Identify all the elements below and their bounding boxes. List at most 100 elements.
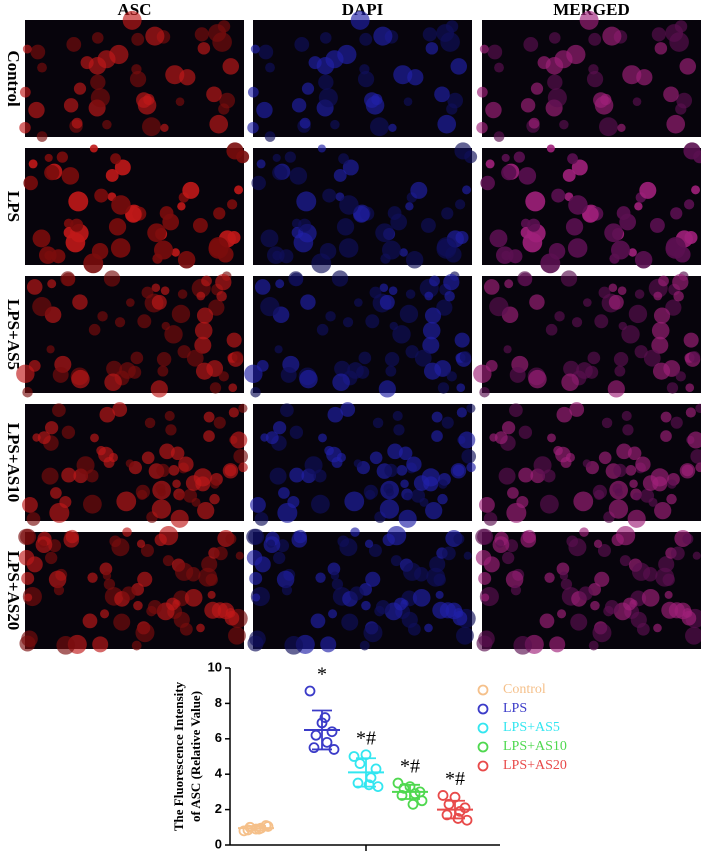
cell <box>165 424 177 436</box>
micrograph <box>473 270 701 398</box>
cell <box>162 555 174 567</box>
cell <box>195 362 214 380</box>
cell <box>213 207 226 220</box>
cell <box>53 585 65 596</box>
cell <box>653 307 671 324</box>
legend-label: LPS+AS20 <box>503 758 567 773</box>
cell <box>338 238 359 258</box>
cell <box>196 307 214 324</box>
cell <box>179 622 193 636</box>
cell <box>222 463 239 479</box>
cell <box>300 294 316 310</box>
cell <box>110 153 121 165</box>
cell <box>142 117 161 137</box>
cell <box>177 251 196 269</box>
cell <box>559 571 569 580</box>
cell <box>71 117 83 129</box>
data-point <box>416 795 428 807</box>
cell <box>390 213 408 231</box>
cell <box>479 44 489 54</box>
cell <box>393 424 405 436</box>
cell <box>332 373 350 392</box>
cell <box>627 509 646 528</box>
cell <box>164 410 175 421</box>
legend-marker <box>477 703 489 715</box>
cell <box>121 586 136 601</box>
cell <box>281 585 293 596</box>
cell <box>141 286 154 299</box>
cell <box>350 527 360 537</box>
cell <box>509 403 523 418</box>
cell <box>46 345 55 354</box>
cell <box>437 114 457 134</box>
cell <box>518 167 537 185</box>
cell <box>653 291 663 301</box>
cell <box>423 362 442 380</box>
cell <box>614 365 626 377</box>
cell <box>131 32 145 46</box>
cell <box>103 270 121 287</box>
cell <box>692 551 701 560</box>
cell <box>122 10 142 30</box>
cell <box>446 103 458 115</box>
micrograph <box>250 402 477 528</box>
cell <box>693 150 701 164</box>
cell <box>318 74 334 90</box>
cell <box>273 551 286 565</box>
cell <box>425 502 443 520</box>
cell <box>330 571 340 580</box>
cell <box>171 248 180 257</box>
y-tick-label: 4 <box>215 766 223 781</box>
cell <box>37 431 51 445</box>
cell <box>634 345 648 359</box>
cell <box>114 317 126 328</box>
cell <box>330 119 340 130</box>
cell <box>172 479 181 489</box>
cell <box>651 336 669 354</box>
cell <box>298 218 312 232</box>
cell <box>147 223 167 243</box>
data-point <box>392 777 404 789</box>
cell <box>667 479 677 489</box>
cell <box>250 386 261 398</box>
cell <box>358 351 372 365</box>
cell <box>247 635 264 652</box>
cell <box>602 26 622 46</box>
cell <box>619 213 637 231</box>
cell <box>197 42 211 55</box>
cell <box>635 456 651 472</box>
cell <box>52 366 69 383</box>
cell <box>315 572 326 583</box>
cell <box>370 117 389 137</box>
data-point <box>407 798 419 810</box>
cell <box>197 502 215 520</box>
cell <box>528 117 540 129</box>
cell <box>87 572 98 583</box>
cell <box>632 492 642 501</box>
cell <box>641 588 660 607</box>
cell <box>555 446 571 463</box>
cell <box>392 410 403 421</box>
cell <box>582 298 592 307</box>
cell <box>560 578 573 590</box>
cell <box>119 362 136 379</box>
micrograph <box>18 526 248 655</box>
cell <box>579 527 589 537</box>
cell <box>544 572 555 583</box>
cell <box>109 44 129 65</box>
cell <box>218 371 229 382</box>
cell <box>431 411 443 423</box>
cell <box>432 601 450 619</box>
cell <box>424 623 433 633</box>
cell <box>530 82 544 95</box>
cell <box>435 590 444 599</box>
cell <box>378 380 396 398</box>
cell <box>483 279 500 295</box>
cell <box>336 218 355 236</box>
cell <box>106 360 123 377</box>
cell <box>113 613 131 631</box>
cell <box>607 380 625 398</box>
cell <box>310 613 326 629</box>
cell <box>122 527 132 537</box>
cell <box>20 528 37 545</box>
